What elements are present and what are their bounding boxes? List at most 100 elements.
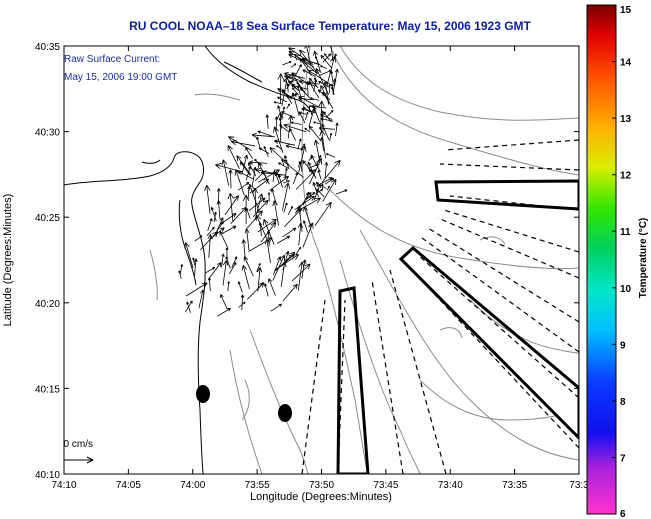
x-tick-label: 73:55: [245, 480, 270, 491]
current-vector: [221, 253, 225, 268]
y-tick-label: 40:35: [35, 42, 60, 53]
current-vector: [320, 54, 332, 68]
coastline-segment: [141, 159, 161, 164]
current-vector: [245, 147, 254, 160]
current-vector: [275, 171, 281, 178]
current-vector: [256, 267, 263, 292]
current-vector: [263, 283, 269, 297]
current-vector: [193, 258, 198, 276]
current-vector: [286, 79, 294, 90]
current-vector: [324, 161, 329, 180]
x-tick-label: 74:05: [116, 480, 141, 491]
current-vector: [292, 87, 300, 96]
current-vector: [243, 256, 254, 277]
current-vector: [249, 178, 270, 194]
current-vector: [237, 281, 243, 293]
current-vector: [305, 111, 309, 121]
current-vector: [238, 301, 246, 308]
current-vector: [267, 192, 271, 202]
current-vector: [297, 222, 303, 246]
current-vector: [227, 281, 230, 292]
current-vector: [315, 55, 320, 66]
current-vector: [284, 72, 305, 79]
current-vector: [286, 103, 291, 109]
current-vector: [240, 294, 245, 311]
current-vector: [251, 132, 275, 138]
contour-line: [419, 379, 556, 421]
current-vector: [260, 221, 277, 243]
current-vector: [320, 137, 325, 152]
current-vector: [307, 82, 315, 87]
contour-line: [339, 46, 579, 121]
current-vector: [284, 208, 302, 228]
current-vector: [294, 192, 312, 214]
current-vector: [241, 154, 249, 175]
dashed-transect: [371, 279, 404, 474]
current-vector: [225, 247, 229, 259]
current-vector: [295, 64, 302, 76]
current-vector: [313, 77, 317, 87]
current-vector: [282, 227, 297, 238]
scale-bar-label: 50 cm/s: [58, 439, 93, 450]
current-vector: [335, 122, 339, 137]
colorbar-label: Temperature (°C): [638, 218, 649, 299]
station-marker: [278, 404, 292, 422]
current-vector: [220, 294, 228, 310]
station-marker: [196, 385, 210, 403]
current-vector: [247, 186, 251, 200]
current-vector: [219, 213, 237, 225]
colorbar-tick-label: 6: [620, 509, 626, 519]
current-vector: [289, 128, 296, 141]
current-vector: [325, 153, 336, 158]
colorbar-tick-label: 15: [620, 5, 632, 16]
map-panel: Raw Surface Current: May 15, 2006 19:00 …: [58, 46, 579, 474]
x-tick-label: 73:50: [309, 480, 334, 491]
current-vector: [308, 156, 313, 161]
disposal-zone-outline: [434, 179, 579, 211]
current-vector: [287, 75, 303, 82]
current-vector: [324, 53, 330, 61]
colorbar-tick-label: 14: [620, 58, 632, 69]
current-vector: [257, 282, 263, 290]
dashed-transect: [439, 163, 579, 171]
current-vector: [227, 145, 240, 169]
current-vector: [264, 238, 271, 263]
current-vector: [322, 91, 334, 109]
current-vector: [307, 69, 333, 86]
scale-bar-arrowhead: [86, 456, 94, 464]
contour-line: [469, 299, 579, 354]
current-vector: [248, 197, 266, 212]
dashed-transect: [443, 209, 579, 253]
current-vector: [274, 139, 296, 146]
current-vector: [282, 283, 298, 302]
current-vector: [236, 155, 252, 176]
current-vector: [245, 207, 251, 219]
current-vector: [328, 84, 331, 94]
current-vector: [241, 239, 247, 260]
x-axis: 74:10 74:05 74:00 73:55 73:50 73:45 73:40 73:35…: [51, 46, 589, 491]
current-vector: [302, 160, 315, 175]
current-vector: [316, 188, 325, 198]
current-vector: [254, 158, 262, 166]
dashed-transect: [444, 139, 579, 151]
contour-line: [329, 46, 579, 176]
y-tick-label: 40:20: [35, 299, 60, 310]
current-vector: [298, 145, 307, 173]
x-tick-label: 74:00: [180, 480, 205, 491]
current-vector: [297, 261, 305, 291]
current-vector: [291, 84, 300, 92]
current-vector: [245, 210, 263, 230]
y-axis: 40:35 40:30 40:25 40:20 40:15 40:10: [35, 42, 579, 481]
contour-line: [241, 379, 250, 421]
current-vector: [276, 235, 291, 244]
current-vector: [320, 114, 333, 120]
current-vector: [221, 159, 230, 186]
current-vector: [319, 129, 326, 159]
current-vector: [330, 46, 334, 62]
current-vector: [255, 214, 268, 239]
current-vector: [308, 125, 322, 142]
current-vector: [315, 182, 327, 190]
colorbar-tick-label: 10: [620, 284, 632, 295]
current-vector: [280, 111, 296, 119]
contour-line: [149, 249, 158, 301]
